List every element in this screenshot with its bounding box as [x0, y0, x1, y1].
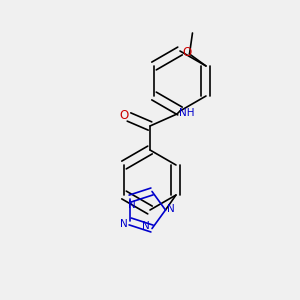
- Text: N: N: [167, 203, 175, 214]
- Text: N: N: [142, 221, 149, 231]
- Text: N: N: [120, 219, 128, 229]
- Text: NH: NH: [178, 107, 194, 118]
- Text: O: O: [182, 46, 192, 59]
- Text: N: N: [128, 200, 136, 210]
- Text: O: O: [120, 109, 129, 122]
